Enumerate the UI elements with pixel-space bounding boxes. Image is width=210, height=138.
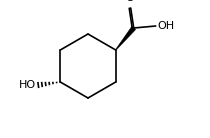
Text: OH: OH bbox=[158, 21, 175, 31]
Text: HO: HO bbox=[19, 80, 36, 90]
Text: O: O bbox=[126, 0, 134, 3]
Polygon shape bbox=[116, 26, 136, 50]
